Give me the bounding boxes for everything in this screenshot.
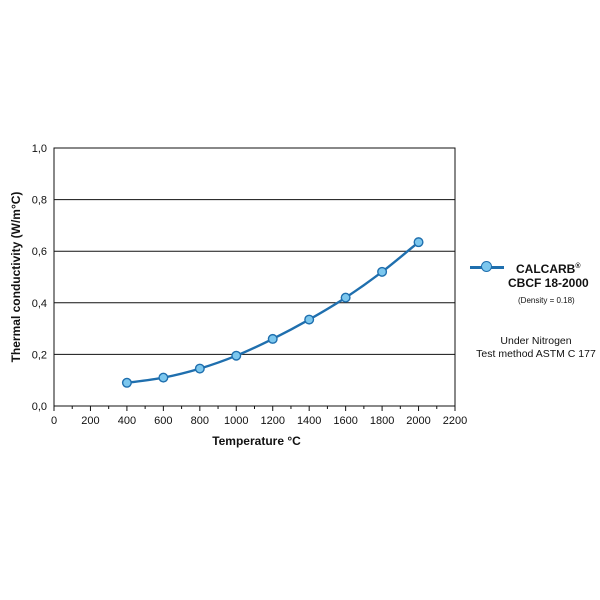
legend-series-name: CALCARB® — [516, 260, 581, 276]
x-tick-label: 1400 — [297, 415, 321, 427]
x-tick-label: 400 — [118, 415, 136, 427]
note-atmosphere: Under Nitrogen — [500, 335, 572, 347]
series-line — [126, 241, 420, 384]
data-point — [340, 292, 351, 303]
data-point — [158, 372, 169, 383]
x-tick-label: 600 — [154, 415, 172, 427]
legend-density-note: (Density = 0.18) — [518, 296, 575, 305]
x-tick-label: 200 — [81, 415, 99, 427]
plot-frame — [53, 147, 456, 407]
legend-reg-mark: ® — [575, 263, 581, 270]
y-tick-label: 0,4 — [32, 298, 47, 310]
y-tick-label: 0,0 — [32, 401, 47, 413]
legend-series-subname: CBCF 18-2000 — [508, 276, 589, 290]
legend-entry: CALCARB® — [470, 258, 595, 278]
data-point — [121, 377, 132, 388]
note-test-method: Test method ASTM C 177 — [476, 348, 596, 360]
x-tick-label: 1600 — [333, 415, 357, 427]
x-tick-label: 2200 — [443, 415, 467, 427]
x-tick-label: 2000 — [406, 415, 430, 427]
data-point — [377, 266, 388, 277]
data-point — [413, 237, 424, 248]
ticks-layer: 0,0 0,2 0,4 0,6 0,8 1,0 0 200 400 600 800 1000 1200 1… — [32, 143, 468, 427]
data-point — [267, 333, 278, 344]
x-axis-title: Temperature °C — [212, 434, 301, 448]
y-tick-label: 0,6 — [32, 246, 47, 258]
legend-marker-swatch — [481, 261, 492, 272]
test-notes: Under Nitrogen Test method ASTM C 177 — [462, 335, 600, 361]
data-point — [231, 350, 242, 361]
y-tick-label: 0,2 — [32, 349, 47, 361]
x-tick-label: 0 — [51, 415, 57, 427]
grid-layer — [53, 147, 456, 407]
x-tick-label: 1200 — [260, 415, 284, 427]
x-tick-label: 1000 — [224, 415, 248, 427]
legend-name-text: CALCARB — [516, 262, 576, 276]
y-tick-label: 1,0 — [32, 143, 47, 155]
legend: CALCARB® CBCF 18-2000 (Density = 0.18) — [470, 258, 595, 305]
x-tick-label: 800 — [191, 415, 209, 427]
series-layer — [121, 237, 424, 388]
data-point — [304, 314, 315, 325]
data-point — [194, 363, 205, 374]
y-axis-title: Thermal conductivity (W/m°C) — [9, 192, 23, 363]
y-tick-label: 0,8 — [32, 195, 47, 207]
x-tick-label: 1800 — [370, 415, 394, 427]
